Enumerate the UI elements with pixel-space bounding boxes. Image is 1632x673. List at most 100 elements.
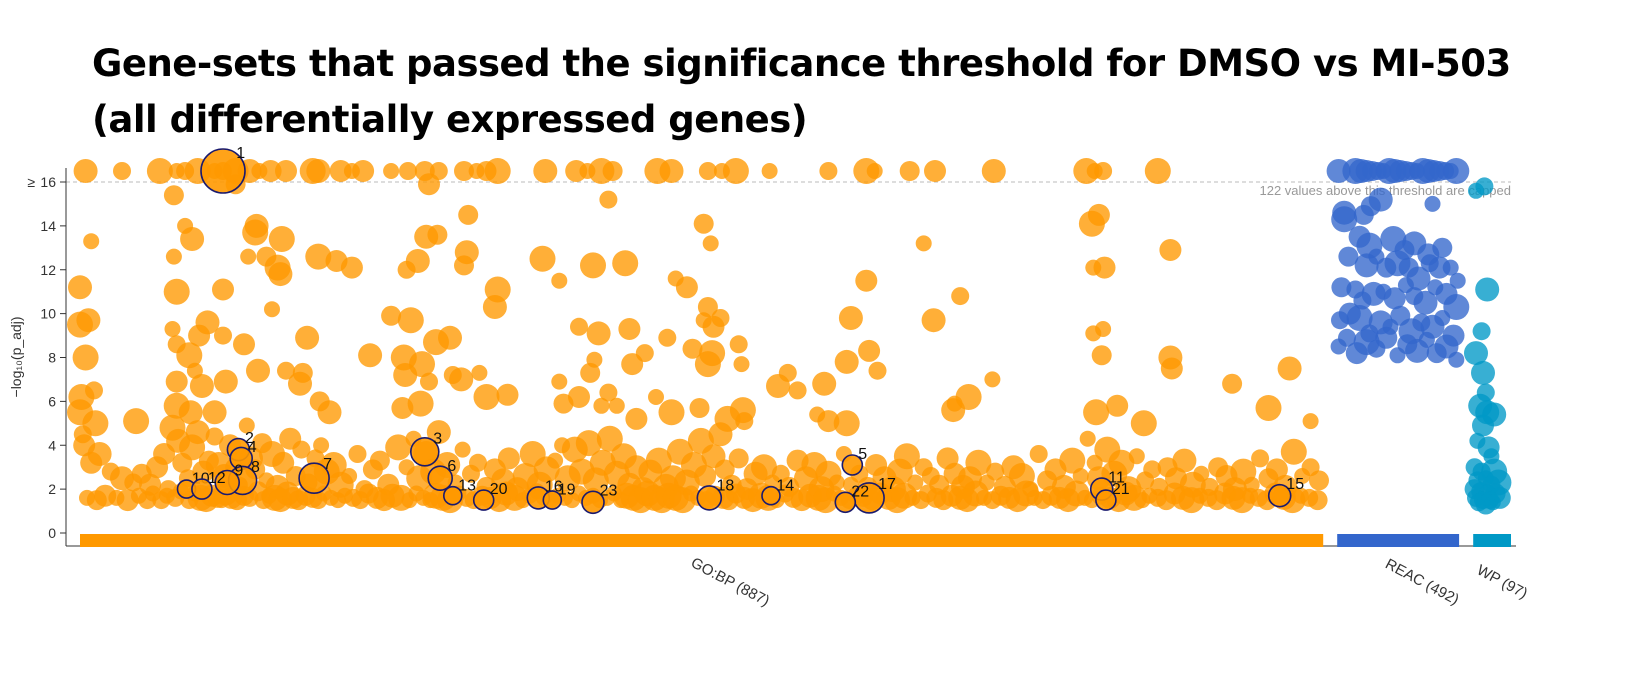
data-point[interactable] bbox=[819, 162, 838, 180]
data-point[interactable] bbox=[454, 255, 474, 276]
highlighted-point[interactable] bbox=[542, 490, 563, 510]
data-point[interactable] bbox=[418, 173, 440, 196]
data-point[interactable] bbox=[570, 317, 588, 336]
data-point[interactable] bbox=[242, 219, 269, 246]
data-point[interactable] bbox=[471, 364, 488, 381]
data-point[interactable] bbox=[599, 383, 618, 402]
highlighted-point[interactable] bbox=[214, 469, 240, 496]
data-point[interactable] bbox=[838, 306, 863, 330]
data-point[interactable] bbox=[268, 262, 293, 287]
data-point[interactable] bbox=[443, 366, 462, 384]
data-point[interactable] bbox=[454, 161, 474, 181]
data-point[interactable] bbox=[68, 275, 92, 300]
data-point[interactable] bbox=[306, 159, 331, 183]
highlighted-point[interactable] bbox=[427, 465, 454, 492]
data-point[interactable] bbox=[1368, 187, 1393, 212]
data-point[interactable] bbox=[722, 158, 749, 184]
data-point[interactable] bbox=[621, 353, 644, 376]
data-point[interactable] bbox=[1302, 413, 1319, 430]
data-point[interactable] bbox=[1094, 162, 1113, 180]
data-point[interactable] bbox=[407, 390, 434, 417]
data-point[interactable] bbox=[698, 162, 717, 180]
data-point[interactable] bbox=[1144, 158, 1171, 184]
data-point[interactable] bbox=[163, 185, 184, 206]
data-point[interactable] bbox=[420, 372, 438, 391]
data-point[interactable] bbox=[202, 400, 227, 425]
highlighted-point[interactable] bbox=[409, 436, 440, 467]
data-point[interactable] bbox=[729, 335, 748, 354]
data-point[interactable] bbox=[593, 397, 610, 414]
data-point[interactable] bbox=[599, 190, 618, 209]
data-point[interactable] bbox=[812, 371, 837, 396]
data-point[interactable] bbox=[399, 162, 417, 180]
data-point[interactable] bbox=[383, 163, 400, 179]
data-point[interactable] bbox=[358, 343, 383, 368]
data-point[interactable] bbox=[1309, 470, 1329, 491]
data-point[interactable] bbox=[341, 468, 358, 484]
data-point[interactable] bbox=[405, 249, 430, 273]
highlighted-point[interactable] bbox=[442, 485, 463, 506]
data-point[interactable] bbox=[986, 462, 1005, 481]
data-point[interactable] bbox=[575, 430, 602, 457]
data-point[interactable] bbox=[553, 393, 574, 414]
data-point[interactable] bbox=[1424, 195, 1441, 212]
data-point[interactable] bbox=[496, 383, 519, 406]
data-point[interactable] bbox=[1159, 239, 1182, 261]
data-point[interactable] bbox=[1222, 373, 1243, 394]
highlighted-point[interactable] bbox=[191, 478, 213, 500]
data-point[interactable] bbox=[915, 235, 932, 252]
data-point[interactable] bbox=[714, 459, 735, 480]
data-point[interactable] bbox=[195, 310, 220, 335]
data-point[interactable] bbox=[625, 407, 648, 430]
data-point[interactable] bbox=[612, 250, 639, 277]
highlighted-point[interactable] bbox=[834, 491, 857, 514]
data-point[interactable] bbox=[921, 308, 946, 333]
data-point[interactable] bbox=[728, 448, 749, 469]
data-point[interactable] bbox=[1375, 326, 1398, 349]
data-point[interactable] bbox=[1331, 277, 1352, 298]
data-point[interactable] bbox=[163, 278, 190, 305]
data-point[interactable] bbox=[1413, 290, 1438, 315]
data-point[interactable] bbox=[1434, 310, 1451, 326]
data-point[interactable] bbox=[648, 389, 664, 405]
data-point[interactable] bbox=[1346, 305, 1373, 331]
highlighted-point[interactable] bbox=[761, 485, 781, 506]
data-point[interactable] bbox=[454, 441, 471, 458]
data-point[interactable] bbox=[178, 400, 203, 425]
data-point[interactable] bbox=[866, 163, 883, 179]
data-point[interactable] bbox=[1449, 272, 1466, 289]
data-point[interactable] bbox=[1160, 357, 1183, 380]
data-point[interactable] bbox=[1418, 331, 1435, 348]
data-point[interactable] bbox=[264, 301, 280, 318]
data-point[interactable] bbox=[176, 342, 203, 369]
data-point[interactable] bbox=[788, 381, 807, 400]
highlighted-point[interactable] bbox=[841, 454, 864, 476]
data-point[interactable] bbox=[484, 158, 511, 184]
data-point[interactable] bbox=[694, 465, 717, 487]
data-point[interactable] bbox=[868, 361, 887, 380]
data-point[interactable] bbox=[658, 399, 685, 426]
data-point[interactable] bbox=[893, 443, 920, 470]
data-point[interactable] bbox=[1443, 294, 1470, 320]
data-point[interactable] bbox=[693, 213, 714, 234]
data-point[interactable] bbox=[414, 224, 439, 249]
data-point[interactable] bbox=[205, 427, 224, 446]
data-point[interactable] bbox=[551, 272, 568, 289]
data-point[interactable] bbox=[246, 358, 270, 383]
data-point[interactable] bbox=[1307, 490, 1328, 511]
data-point[interactable] bbox=[1193, 465, 1210, 482]
data-point[interactable] bbox=[146, 158, 173, 184]
data-point[interactable] bbox=[1172, 448, 1197, 473]
data-point[interactable] bbox=[1475, 177, 1494, 196]
data-point[interactable] bbox=[123, 408, 150, 435]
data-point[interactable] bbox=[529, 245, 556, 272]
data-point[interactable] bbox=[1331, 206, 1358, 233]
data-point[interactable] bbox=[369, 450, 390, 471]
data-point[interactable] bbox=[608, 397, 625, 414]
data-point[interactable] bbox=[295, 325, 320, 350]
data-point[interactable] bbox=[348, 445, 367, 463]
data-point[interactable] bbox=[259, 160, 282, 182]
highlighted-point[interactable] bbox=[696, 485, 723, 511]
data-point[interactable] bbox=[438, 325, 462, 350]
data-point[interactable] bbox=[1251, 449, 1270, 468]
